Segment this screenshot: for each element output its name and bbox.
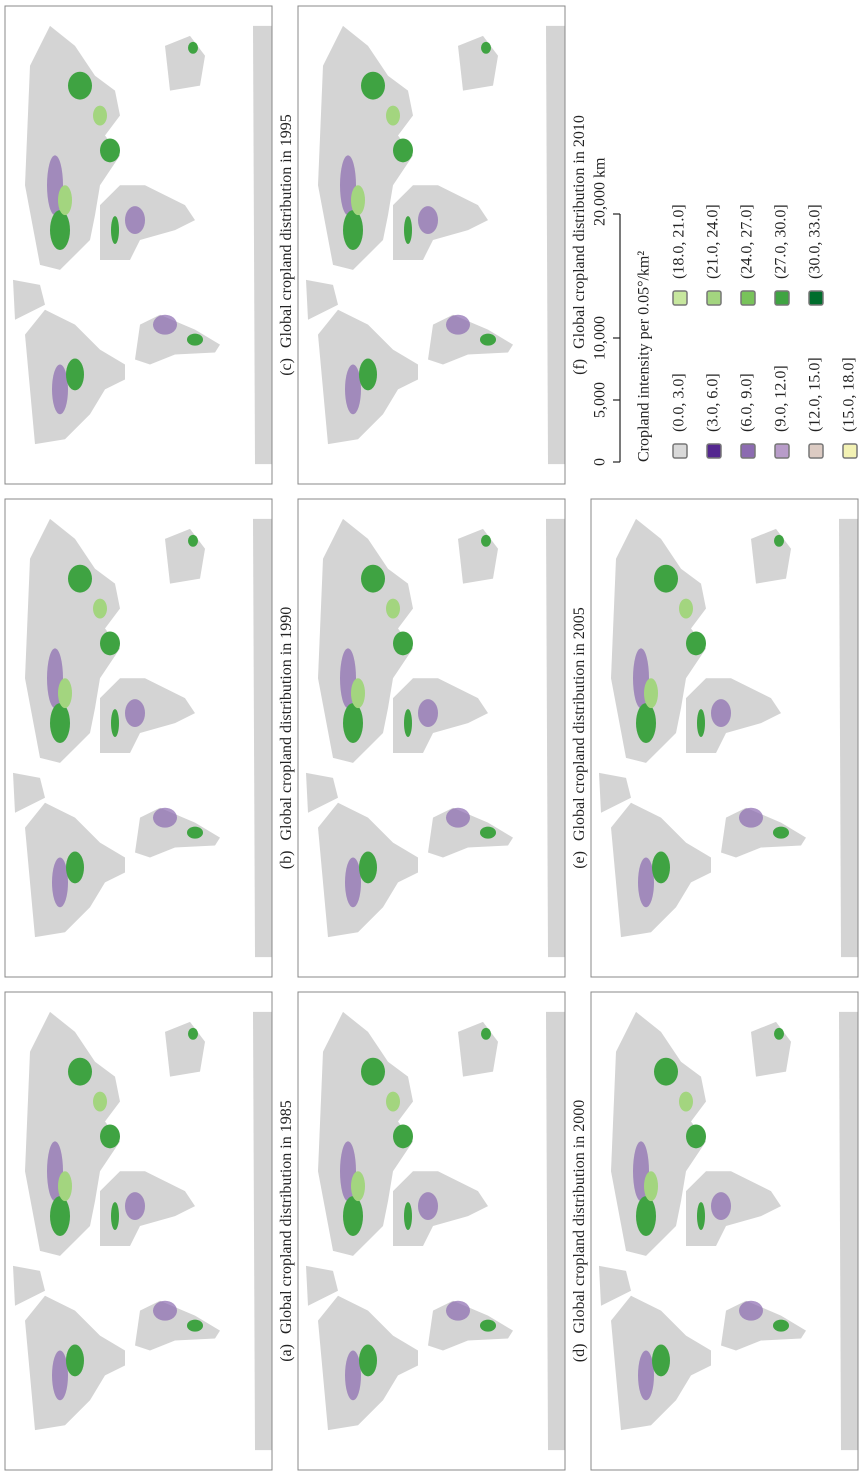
map-panel — [5, 6, 272, 484]
panel-label: (f) — [571, 359, 588, 375]
legend-title: Cropland intensity per 0.05°/km² — [636, 251, 653, 462]
world-map — [5, 499, 272, 977]
world-map — [591, 992, 858, 1470]
legend-label: (24.0, 27.0] — [739, 204, 756, 279]
legend-label: (12.0, 15.0] — [807, 357, 824, 432]
scale-bar-label: 20,000 km — [592, 157, 609, 226]
panel-caption-text: Global cropland distribution in 1985 — [278, 1100, 295, 1334]
panel-caption: (b) Global cropland distribution in 1990 — [278, 607, 295, 869]
scale-bar-label: 10,000 — [592, 316, 609, 360]
legend-swatch — [673, 291, 687, 305]
map-panel — [5, 499, 272, 977]
world-map — [5, 992, 272, 1470]
legend-label: (27.0, 30.0] — [773, 204, 790, 279]
panel-caption-text: Global cropland distribution in 1995 — [278, 114, 295, 348]
panel-caption-text: Global cropland distribution in 2005 — [571, 607, 588, 841]
legend-swatch — [775, 444, 789, 458]
legend-label: (0.0, 3.0] — [671, 373, 688, 432]
panel-caption: (e) Global cropland distribution in 2005 — [571, 607, 588, 869]
panel-caption-text: Global cropland distribution in 2010 — [571, 115, 588, 349]
panel-caption-text: Global cropland distribution in 1990 — [278, 607, 295, 841]
legend-swatch — [809, 291, 823, 305]
map-panel — [298, 499, 565, 977]
map-panel — [591, 992, 858, 1470]
legend-label: (15.0, 18.0] — [841, 357, 858, 432]
map-panel — [298, 992, 565, 1470]
legend-label: (18.0, 21.0] — [671, 204, 688, 279]
legend-swatch — [741, 291, 755, 305]
scale-bar-label: 0 — [592, 458, 609, 466]
legend-label: (9.0, 12.0] — [773, 365, 790, 432]
rotated-figure: (a)Global cropland distribution in 1985(… — [5, 6, 862, 1470]
legend-label: (30.0, 33.0] — [807, 204, 824, 279]
panel-label: (d) — [571, 1344, 588, 1363]
world-map — [298, 6, 565, 484]
figure: (a)Global cropland distribution in 1985(… — [0, 0, 862, 1480]
panel-caption: (c) Global cropland distribution in 1995 — [278, 114, 295, 376]
panel-caption-text: Global cropland distribution in 2000 — [571, 1100, 588, 1334]
map-panel — [591, 499, 858, 977]
map-panel — [5, 992, 272, 1470]
world-map — [591, 499, 858, 977]
world-map — [5, 6, 272, 484]
panel-label: (b) — [278, 851, 295, 870]
legend-swatch — [775, 291, 789, 305]
panel-caption: (a) Global cropland distribution in 1985 — [278, 1100, 295, 1362]
legend-label: (3.0, 6.0] — [705, 373, 722, 432]
legend-swatch — [843, 444, 857, 458]
panel-label: (c) — [278, 358, 295, 376]
panel-label: (a) — [278, 1344, 295, 1362]
legend-swatch — [673, 444, 687, 458]
panel-caption: (f) Global cropland distribution in 2010 — [571, 115, 588, 375]
world-map — [298, 499, 565, 977]
legend-swatch — [741, 444, 755, 458]
legend-label: (6.0, 9.0] — [739, 373, 756, 432]
legend-swatch — [707, 444, 721, 458]
legend-swatch — [707, 291, 721, 305]
scale-bar-label: 5,000 — [592, 382, 609, 418]
legend-swatch — [809, 444, 823, 458]
map-panel — [298, 6, 565, 484]
panel-label: (e) — [571, 851, 588, 869]
world-map — [298, 992, 565, 1470]
legend-label: (21.0, 24.0] — [705, 204, 722, 279]
panel-caption: (d) Global cropland distribution in 2000 — [571, 1100, 588, 1362]
